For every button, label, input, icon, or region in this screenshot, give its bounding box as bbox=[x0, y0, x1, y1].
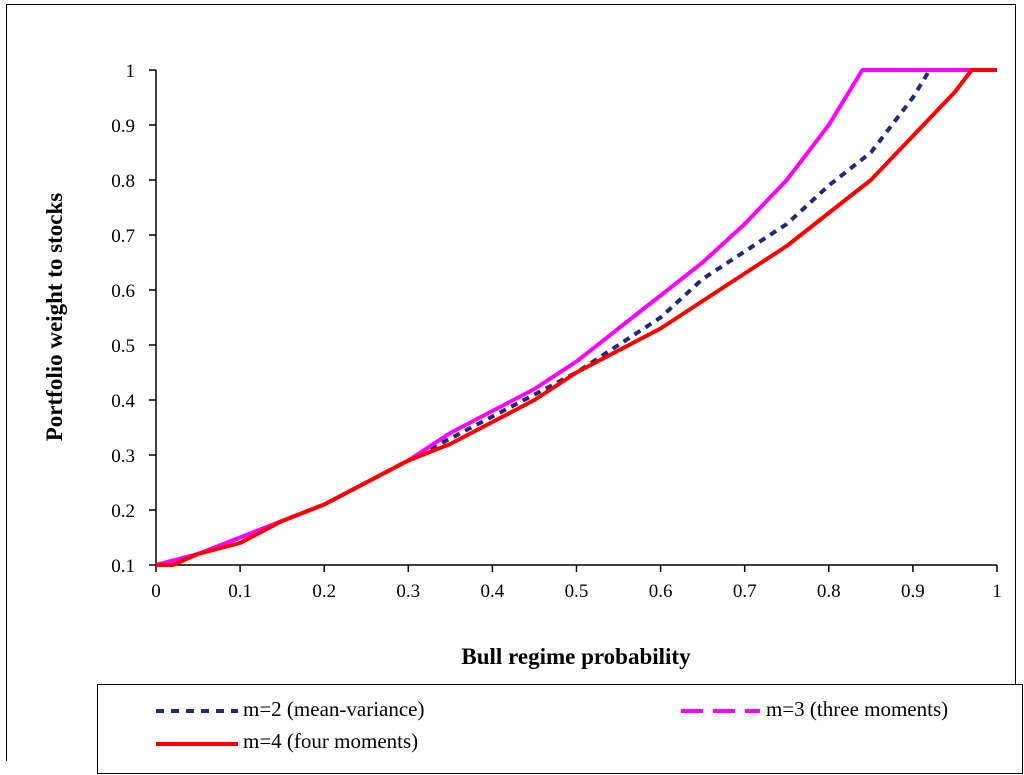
x-tick-label: 0.2 bbox=[312, 581, 336, 602]
y-tick-label: 0.6 bbox=[111, 281, 135, 302]
x-tick-label: 0.4 bbox=[481, 581, 505, 602]
x-tick-label: 0.3 bbox=[396, 581, 420, 602]
y-tick-label: 0.3 bbox=[111, 446, 135, 467]
legend-label-four-moments: m=4 (four moments) bbox=[243, 729, 419, 753]
legend-label-mean-variance: m=2 (mean-variance) bbox=[243, 697, 425, 721]
y-tick-label: 0.7 bbox=[111, 226, 135, 247]
x-tick-label: 0.9 bbox=[901, 581, 925, 602]
axes bbox=[155, 70, 997, 566]
y-tick-label: 0.2 bbox=[111, 501, 135, 522]
y-tick-label: 0.1 bbox=[111, 556, 135, 577]
series-line-0 bbox=[155, 68, 997, 567]
x-tick-label: 0.5 bbox=[565, 581, 589, 602]
series-lines bbox=[155, 68, 997, 567]
series-line-1 bbox=[155, 68, 997, 567]
legend-label-three-moments: m=3 (three moments) bbox=[766, 697, 949, 721]
x-tick-label: 0 bbox=[151, 581, 161, 602]
x-tick-label: 0.6 bbox=[649, 581, 673, 602]
chart-frame bbox=[6, 4, 1016, 761]
y-tick-label: 0.9 bbox=[111, 116, 135, 137]
x-tick-label: 0.8 bbox=[817, 581, 841, 602]
x-tick-label: 0.7 bbox=[733, 581, 757, 602]
series-line-2 bbox=[156, 68, 997, 567]
y-tick-label: 0.8 bbox=[111, 171, 135, 192]
y-tick-label: 1 bbox=[126, 61, 136, 82]
legend-swatches bbox=[156, 709, 760, 746]
y-axis-title: Portfolio weight to stocks bbox=[42, 193, 67, 442]
y-tick-label: 0.4 bbox=[111, 391, 135, 412]
x-axis-title: Bull regime probability bbox=[461, 644, 691, 669]
x-ticks: 0 0.1 0.2 0.3 0.4 0.5 0.6 0.7 0.8 0.9 1 bbox=[151, 565, 1002, 602]
y-tick-label: 0.5 bbox=[111, 336, 135, 357]
x-tick-label: 1 bbox=[992, 581, 1002, 602]
x-tick-label: 0.1 bbox=[228, 581, 252, 602]
legend: m=2 (mean-variance) m=3 (three moments) … bbox=[97, 684, 1023, 774]
y-ticks: 0.1 0.2 0.3 0.4 0.5 0.6 0.7 0.8 0.9 1 bbox=[111, 61, 156, 577]
